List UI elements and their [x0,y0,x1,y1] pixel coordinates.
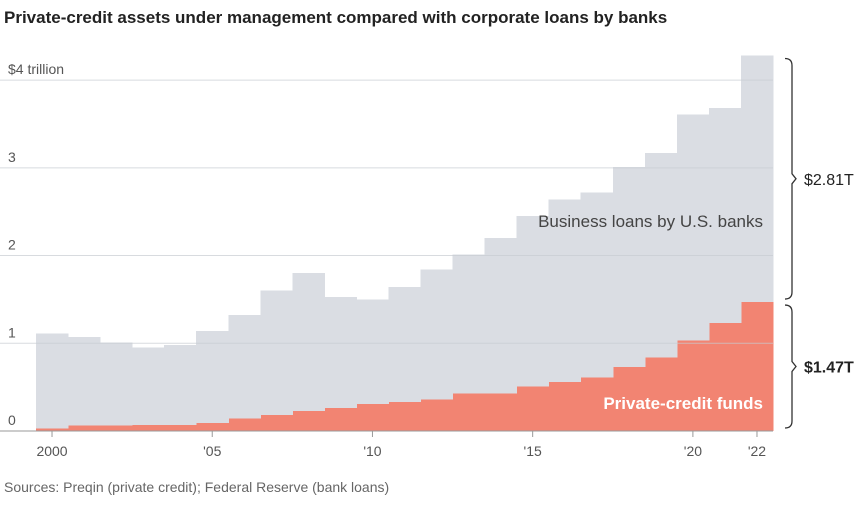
area-step [548,199,582,382]
area-step [36,428,69,431]
area-step [260,415,293,431]
bracket-label: $2.81T [804,172,854,189]
area-step [644,357,678,431]
area-step [452,393,486,431]
area-step [612,366,646,431]
area-step [356,299,389,404]
area-step [196,330,229,424]
series-label: Business loans by U.S. banks [538,212,763,231]
area-step [100,425,133,431]
area-step [324,296,357,409]
area-step [452,254,486,394]
y-tick-label: 2 [8,237,16,253]
area-step [708,108,742,324]
area-step [292,273,325,411]
area-step [68,337,101,426]
bracket-label: $1.47T [804,360,854,377]
area-step [420,399,454,431]
area-step [36,333,69,429]
area-step [484,238,518,394]
area-step [388,287,422,403]
area-step [612,166,646,367]
chart-title: Private-credit assets under management c… [4,8,667,27]
area-step [516,216,550,387]
x-tick-label: '10 [363,443,381,459]
area-step [196,423,229,431]
area-step [228,315,261,419]
area-step [164,345,197,425]
area-step [228,418,261,431]
area-step [164,424,197,431]
source-note: Sources: Preqin (private credit); Federa… [4,479,389,495]
area-step [580,192,614,378]
y-tick-label: 3 [8,149,16,165]
x-tick-label: 2000 [36,443,67,459]
area-step [708,323,742,431]
area-step [516,386,550,431]
area-step [548,381,582,431]
area-step [484,393,518,431]
area-step [292,410,325,431]
x-tick-label: '20 [684,443,702,459]
series-label: Private-credit funds [603,394,763,413]
area-step [132,424,165,431]
area-step [388,402,422,431]
bracket [784,304,797,429]
area-step [676,114,710,341]
area-step [580,377,614,431]
x-tick-label: '22 [748,443,766,459]
area-step [740,302,774,431]
area-step [260,290,293,416]
area-step [740,55,774,303]
area-step [420,269,454,400]
x-tick-label: '05 [203,443,221,459]
area-step [132,347,165,425]
area-step [356,403,389,431]
bracket [784,57,797,300]
area-step [324,408,357,431]
y-tick-label: 1 [8,324,16,340]
area-step [100,342,133,426]
y-tick-label: 0 [8,412,16,428]
x-tick-label: '15 [524,443,542,459]
area-step [676,340,710,431]
y-tick-label: $4 trillion [8,61,64,77]
area-step [68,425,101,431]
